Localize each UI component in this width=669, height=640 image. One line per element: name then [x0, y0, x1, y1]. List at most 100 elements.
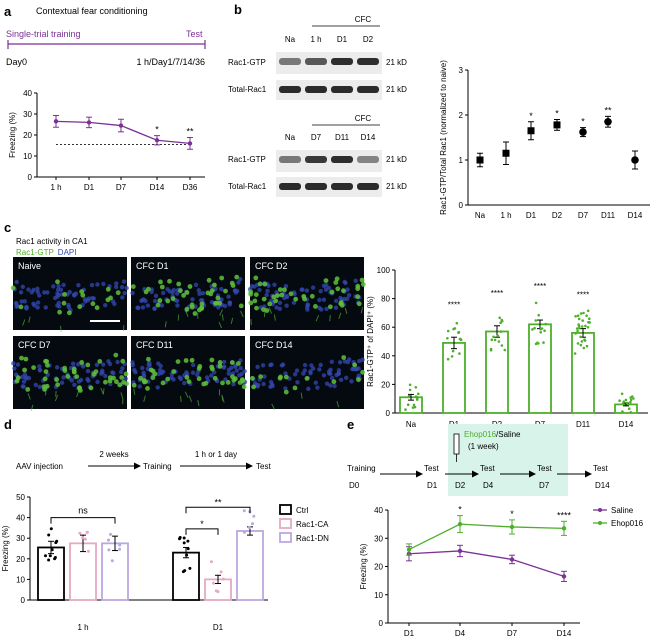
- rac1-cell: [277, 287, 283, 292]
- chart-c-datapoint: [627, 407, 631, 411]
- dapi-nucleus: [11, 361, 16, 366]
- blot2-row1-label: Rac1-GTP: [228, 155, 266, 164]
- chart-c-datapoint: [539, 327, 542, 331]
- rac1-cell: [313, 304, 318, 309]
- dapi-nucleus: [26, 287, 31, 292]
- rac1-cell: [25, 387, 31, 392]
- chart-c-bar: [528, 323, 552, 414]
- panel-a-training-label: Single-trial training: [6, 29, 81, 39]
- protocol-d-step3: Test: [256, 462, 271, 471]
- rac1-cell: [361, 282, 366, 287]
- dapi-nucleus: [115, 359, 120, 365]
- rac1-cell: [67, 310, 72, 316]
- rac1-cell: [257, 281, 263, 287]
- chart-b-y-tick-label: 3: [459, 66, 464, 75]
- rac1-cell: [212, 282, 217, 288]
- rac1-cell: [238, 303, 244, 309]
- rac1-cell: [241, 384, 247, 390]
- rac1-cell: [152, 371, 158, 377]
- dapi-nucleus: [21, 379, 27, 384]
- dendrite: [315, 315, 320, 322]
- dapi-nucleus: [317, 297, 322, 303]
- chart-c-datapoint: [537, 313, 540, 317]
- chart-c-datapoint: [451, 349, 455, 353]
- rac1-cell: [10, 285, 16, 291]
- blot2-bands: [279, 156, 379, 190]
- chart-c-datapoint: [631, 395, 634, 398]
- rac1-cell: [209, 364, 215, 370]
- dapi-nucleus: [70, 361, 76, 366]
- chart-d-datapoint: [78, 531, 82, 535]
- rac1-cell: [184, 290, 190, 295]
- chart-c-y-tick-label: 20: [381, 380, 390, 389]
- chart-d-datapoint: [118, 547, 122, 551]
- chart-c-significance: ****: [448, 301, 460, 310]
- dendrite: [180, 395, 182, 402]
- dapi-nucleus: [238, 365, 243, 371]
- rac1-cell: [230, 374, 235, 380]
- chart-a-x-tick-label: 1 h: [50, 183, 61, 192]
- dapi-nucleus: [302, 362, 308, 368]
- chart-e-line: [408, 550, 565, 578]
- chart-d-datapoint: [44, 554, 47, 558]
- protocol-e-step: Test: [480, 464, 495, 473]
- dapi-nucleus: [119, 285, 125, 290]
- rac1-cell: [124, 381, 129, 386]
- protocol-e-day: D4: [483, 481, 494, 490]
- chart-c-datapoint: [632, 397, 635, 400]
- dapi-nucleus: [20, 284, 25, 289]
- dendrite: [60, 325, 62, 332]
- chart-a-y-tick-label: 10: [23, 152, 32, 161]
- blot1-row2-kd: 21 kD: [386, 85, 407, 94]
- dapi-nucleus: [85, 377, 90, 382]
- chart-e-significance: *: [510, 509, 514, 519]
- dapi-nucleus: [110, 299, 116, 304]
- dapi-nucleus: [360, 357, 365, 362]
- rac1-cell: [217, 300, 223, 306]
- rac1-cell: [117, 382, 123, 388]
- dapi-nucleus: [35, 286, 40, 291]
- protocol-d-step2: Training: [143, 462, 172, 471]
- dapi-nucleus: [196, 288, 201, 293]
- chart-c-datapoint: [458, 352, 461, 355]
- dapi-nucleus: [219, 286, 224, 292]
- dapi-nucleus: [299, 287, 304, 292]
- chart-c-bar: [485, 330, 509, 414]
- dendrite: [76, 390, 80, 398]
- rac1-cell: [138, 375, 144, 381]
- micrograph-background: [13, 336, 127, 409]
- rac1-cell: [79, 289, 85, 294]
- rac1-cell: [262, 281, 268, 287]
- chart-c-datapoint: [446, 337, 449, 340]
- chart-b-y-tick-label: 2: [459, 111, 464, 120]
- chart-c-y-tick-label: 60: [381, 323, 390, 332]
- dapi-nucleus: [141, 374, 147, 379]
- dendrite: [219, 309, 223, 316]
- rac1-cell: [189, 304, 195, 310]
- chart-e-significance: *: [458, 505, 462, 515]
- rac1-cell: [54, 377, 59, 383]
- dapi-nucleus: [226, 371, 231, 376]
- chart-c-datapoint: [584, 324, 587, 328]
- dapi-nucleus: [13, 300, 19, 306]
- chart-a-point: [118, 123, 124, 128]
- chart-b-significance: *: [529, 111, 533, 121]
- dapi-nucleus: [130, 290, 135, 296]
- chart-b-point: [604, 117, 612, 126]
- rac1-cell: [254, 305, 259, 311]
- chart-d-datapoint: [219, 570, 223, 574]
- blot1-row2-label: Total-Rac1: [228, 85, 267, 94]
- chart-c-y-tick-label: 80: [381, 295, 390, 304]
- blot-band-gtp: [305, 58, 327, 65]
- dendrite: [344, 307, 348, 315]
- chart-d-datapoint: [221, 577, 225, 581]
- blot-band-gtp: [279, 58, 301, 65]
- dapi-nucleus: [61, 375, 66, 380]
- chart-c-datapoint: [624, 398, 628, 402]
- micrograph-2: CFC D2: [247, 257, 366, 330]
- dapi-nucleus: [147, 362, 152, 368]
- rac1-cell: [334, 276, 340, 282]
- dapi-nucleus: [43, 305, 48, 310]
- micrograph-label: CFC D7: [18, 340, 51, 350]
- chart-c-datapoint: [573, 352, 577, 355]
